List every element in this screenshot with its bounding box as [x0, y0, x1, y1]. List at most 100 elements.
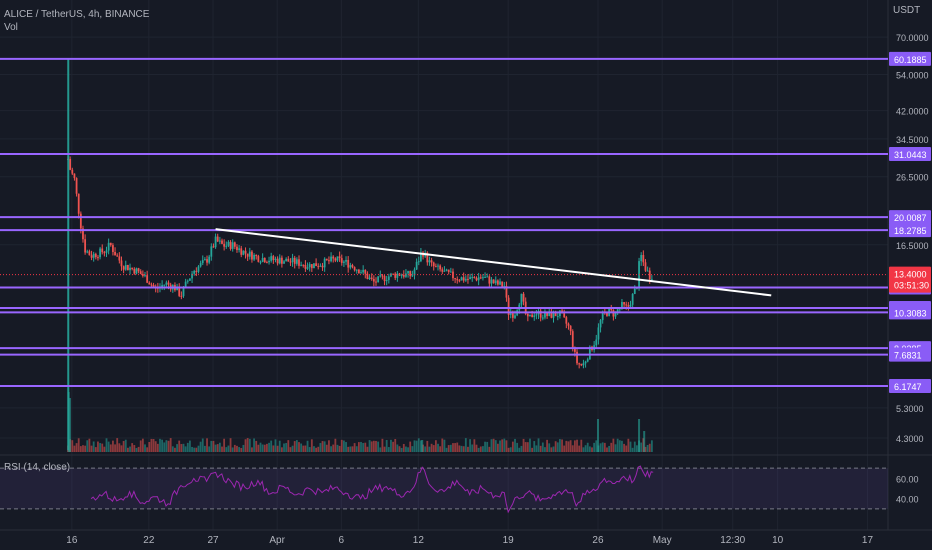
candle-body [163, 284, 166, 286]
level-badge [889, 146, 931, 161]
volume-bar [71, 440, 74, 452]
rsi-title[interactable]: RSI (14, close) [4, 462, 71, 473]
volume-bar [109, 444, 112, 452]
candlestick-series[interactable] [67, 58, 653, 451]
price-axis[interactable]: 70.0000 54.0000 42.0000 34.5000 26.5000 16.50… [889, 33, 931, 505]
volume-bar [454, 443, 457, 452]
volume-bar [518, 447, 521, 452]
candle-body [253, 255, 255, 260]
volume-label[interactable]: Vol [4, 22, 18, 33]
volume-bar [537, 438, 540, 452]
volume-bar [629, 441, 632, 452]
candle-body [336, 256, 339, 261]
level-price-label: 31.0443 [894, 150, 927, 160]
candle-body [383, 276, 386, 282]
currency-label[interactable]: USDT [893, 5, 921, 16]
volume-bar [313, 446, 315, 452]
volume-bar [116, 438, 119, 452]
candle-body [351, 265, 354, 268]
volume-spike [421, 440, 424, 452]
volume-bar [559, 439, 561, 452]
candle-body [526, 313, 529, 317]
candle-body [633, 288, 636, 294]
volume-bar [197, 445, 200, 452]
candle-body [240, 248, 243, 255]
price-tick-label: 26.5000 [896, 173, 929, 183]
volume-bar [328, 440, 330, 452]
level-price-label: 60.1885 [894, 55, 927, 65]
volume-bar [82, 445, 84, 452]
candle-body [548, 311, 551, 316]
volume-bar [131, 443, 134, 452]
volume-bar [79, 446, 82, 452]
candle-body [195, 270, 198, 272]
candle-body [304, 264, 307, 269]
candle-body [364, 269, 367, 274]
volume-bar [340, 439, 343, 452]
level-price-label: 18.2785 [894, 226, 927, 236]
volume-bar [141, 438, 144, 452]
horizontal-levels[interactable] [0, 57, 888, 387]
candle-body [646, 270, 649, 272]
volume-bar [567, 441, 570, 452]
volume-bar [432, 445, 435, 452]
candle-body [263, 257, 266, 263]
candle-body [135, 268, 138, 274]
candle-body [317, 266, 320, 268]
volume-bar [186, 442, 189, 452]
time-axis[interactable]: 16 22 27 Apr 6 12 19 26 May 12:30 10 17 [66, 535, 873, 546]
candle-body [86, 251, 89, 253]
volume-bar [77, 438, 80, 452]
candle-body [191, 273, 193, 279]
volume-bar [238, 447, 241, 452]
candle-body [360, 272, 362, 274]
volume-bar [236, 445, 238, 452]
volume-bar [308, 447, 311, 452]
volume-bar [456, 442, 459, 452]
time-tick-label: 22 [143, 535, 155, 546]
volume-bar [477, 447, 480, 452]
candle-body [105, 250, 108, 253]
volume-bar [623, 443, 625, 452]
candle-body [370, 277, 373, 279]
candle-body [340, 258, 343, 263]
volume-bar [360, 441, 362, 452]
candle-body [522, 293, 525, 302]
candle-body [94, 253, 97, 258]
candle-body [640, 255, 643, 262]
volume-bar [573, 440, 576, 452]
candle-body [610, 308, 613, 311]
candle-body [357, 269, 360, 274]
volume-bar [411, 446, 414, 452]
rsi-pane[interactable] [0, 465, 888, 514]
chart-header: ALICE / TetherUS, 4h, BINANCE Vol [4, 8, 149, 34]
candle-body [409, 271, 412, 277]
candle-body [112, 245, 114, 252]
candle-body [362, 269, 365, 273]
volume-bar [212, 440, 215, 452]
trendline-layer[interactable] [215, 228, 772, 297]
volume-bar [420, 440, 422, 452]
candle-body [567, 323, 570, 326]
candle-body [242, 250, 245, 255]
volume-bar [417, 438, 420, 452]
volume-bar [139, 440, 142, 452]
symbol-title[interactable]: ALICE / TetherUS, 4h, BINANCE [4, 9, 150, 20]
candle-body [550, 311, 553, 318]
volume-bar [640, 442, 643, 452]
candle-body [343, 261, 345, 263]
volume-bar [492, 438, 495, 452]
volume-bar [475, 444, 478, 452]
volume-bar [169, 438, 172, 452]
candle-body [452, 271, 454, 279]
volume-bar [310, 439, 313, 452]
candle-body [509, 313, 512, 315]
candle-body [482, 277, 484, 279]
candle-body [441, 269, 444, 272]
volume-bar [171, 446, 174, 452]
volume-bar [189, 440, 191, 452]
listing-candle [67, 58, 70, 451]
time-tick-label: 10 [772, 535, 784, 546]
volume-bar [494, 440, 497, 452]
